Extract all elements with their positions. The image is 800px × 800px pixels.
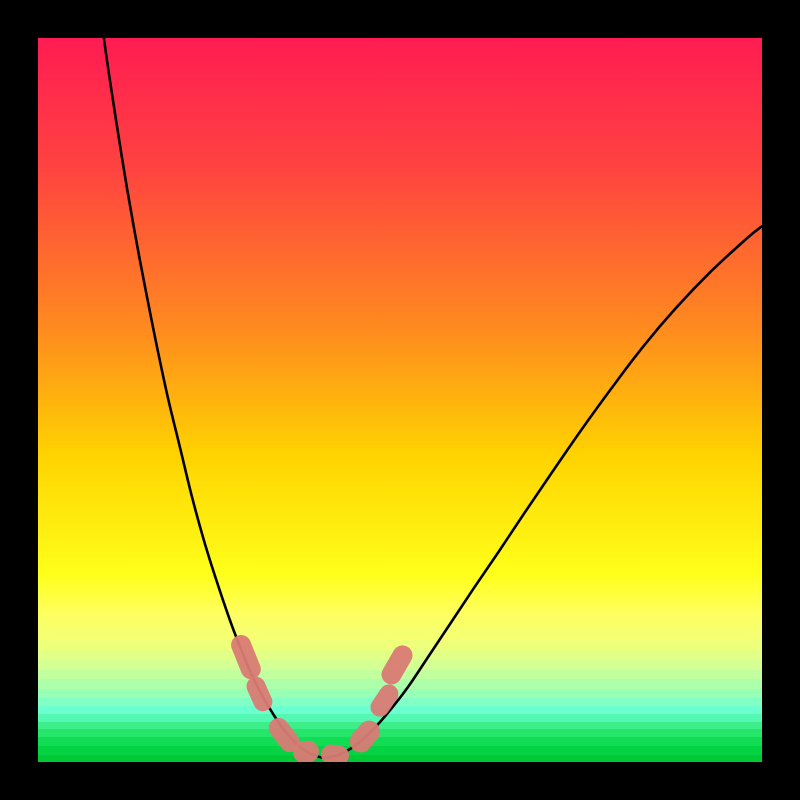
color-band xyxy=(38,689,762,698)
color-band xyxy=(38,617,762,628)
color-band xyxy=(38,679,762,688)
color-band xyxy=(38,755,762,762)
plot-area xyxy=(38,38,762,762)
color-band xyxy=(38,722,762,729)
color-band xyxy=(38,746,762,755)
color-band xyxy=(38,706,762,714)
color-band xyxy=(38,628,762,639)
color-band xyxy=(38,714,762,722)
color-band xyxy=(38,729,762,737)
color-band xyxy=(38,698,762,707)
chart-root: TheBottleneck.com xyxy=(0,0,800,800)
color-band xyxy=(38,737,762,746)
